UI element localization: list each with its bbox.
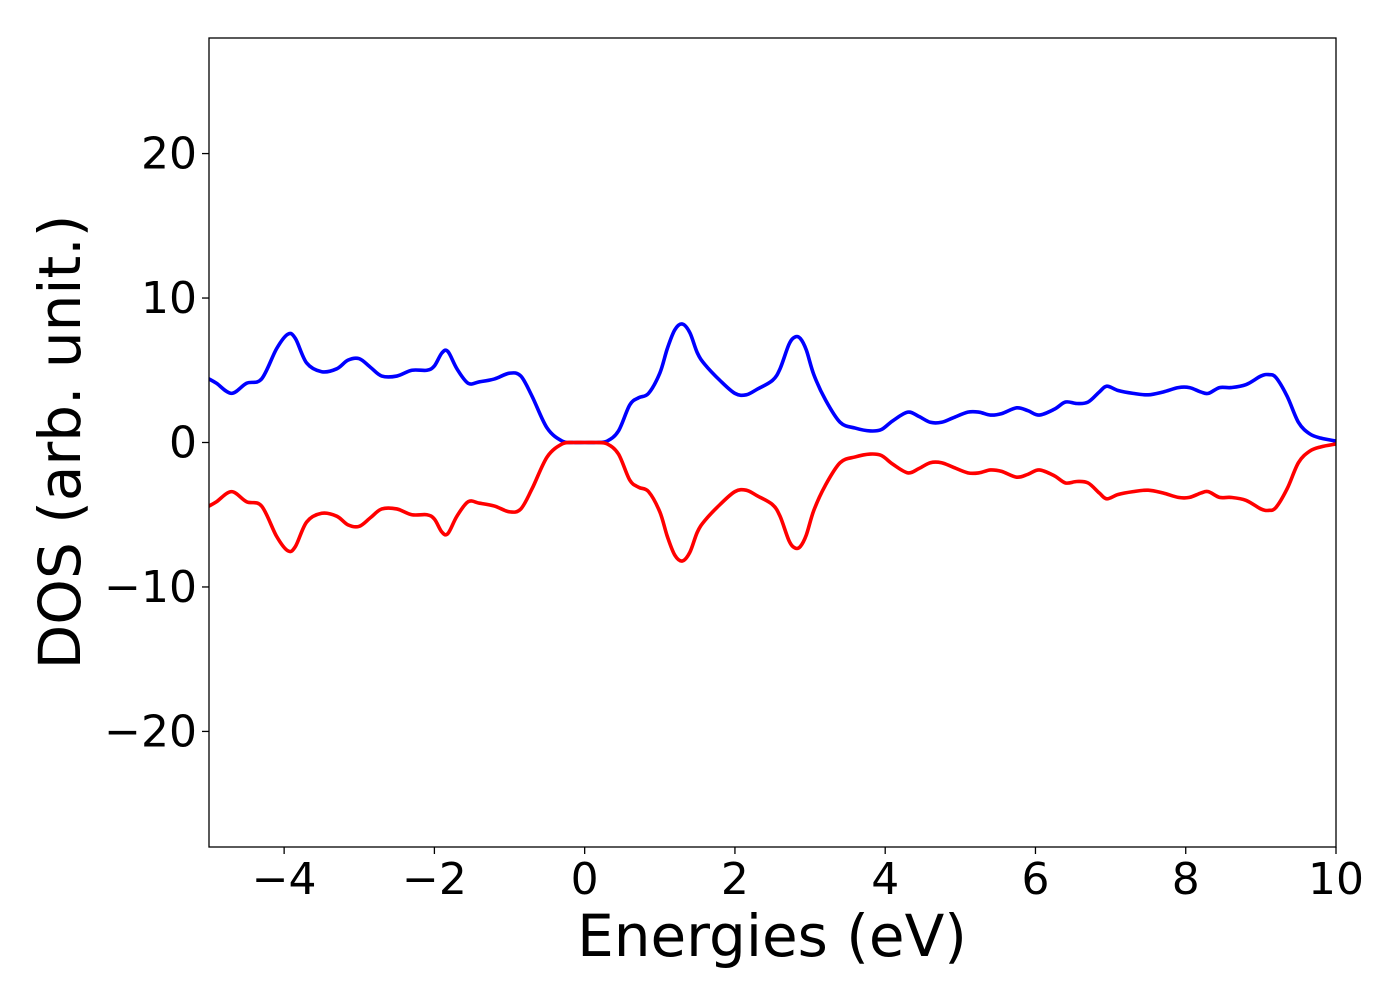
x-tick-label: −2 [402,854,467,905]
series-layer [209,322,1336,563]
y-axis-label: DOS (arb. unit.) [26,215,94,670]
y-tick-label: 0 [169,418,197,469]
x-tick-label: −4 [252,854,317,905]
x-tick-label: 10 [1308,854,1364,905]
y-tick-label: 10 [141,273,197,324]
x-tick-label: 2 [721,854,749,905]
y-tick-label: −10 [104,562,197,613]
x-axis: −4 −2 0 2 4 6 8 10 [252,847,1364,905]
x-tick-label: 8 [1172,854,1200,905]
x-tick-label: 0 [571,854,599,905]
x-tick-label: 6 [1021,854,1049,905]
series-line-positive [209,322,1336,445]
y-axis: −20 −10 0 10 20 [104,129,209,757]
y-tick-label: 20 [141,129,197,180]
series-line-negative [209,440,1336,563]
x-axis-label: Energies (eV) [577,902,967,970]
y-tick-label: −20 [104,706,197,757]
plot-frame [208,37,1337,848]
x-tick-label: 4 [871,854,899,905]
